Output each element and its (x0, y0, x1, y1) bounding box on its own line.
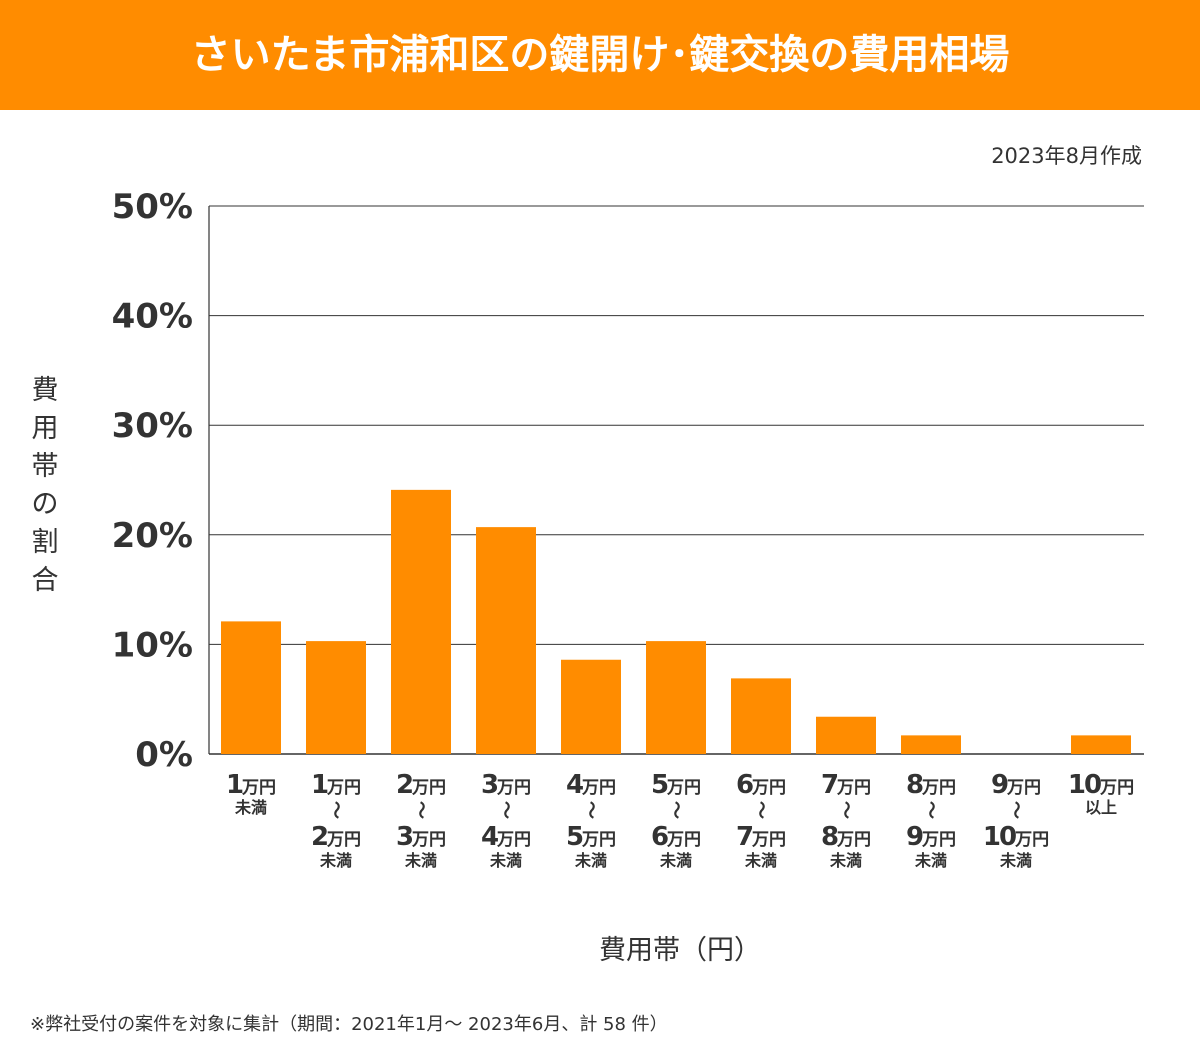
bar (561, 659, 621, 754)
category-suffix: 未満 (234, 798, 267, 817)
category-suffix: 未満 (489, 851, 522, 870)
date-note: 2023年8月作成 (991, 144, 1142, 168)
category-label: 3万円 (481, 770, 531, 800)
bar (816, 716, 876, 754)
y-tick-label: 40% (112, 297, 193, 337)
category-suffix: 未満 (404, 851, 437, 870)
category-label: 6万円 (736, 770, 786, 800)
y-axis-label: 費用帯の割合 (31, 375, 59, 596)
category-label: 2万円 (396, 770, 446, 800)
bar (901, 735, 961, 754)
category-suffix: 未満 (659, 851, 692, 870)
tilde-mark: 〜 (1005, 801, 1026, 819)
tilde-mark: 〜 (495, 801, 516, 819)
category-label: 8万円 (821, 822, 871, 852)
category-suffix: 未満 (744, 851, 777, 870)
category-label: 1万円 (311, 770, 361, 800)
bar (221, 621, 281, 754)
category-label: 10万円 (1068, 770, 1134, 800)
category-label: 7万円 (821, 770, 871, 800)
bar (646, 641, 706, 754)
y-tick-label: 10% (112, 625, 193, 665)
bar (306, 641, 366, 754)
category-label: 2万円 (311, 822, 361, 852)
tilde-mark: 〜 (580, 801, 601, 819)
category-label: 6万円 (651, 822, 701, 852)
tilde-mark: 〜 (920, 801, 941, 819)
bar (1071, 735, 1131, 754)
tilde-mark: 〜 (665, 801, 686, 819)
header-bar: さいたま市浦和区の鍵開け･鍵交換の費用相場 (0, 0, 1200, 110)
footnote: ※弊社受付の案件を対象に集計（期間：2021年1月～ 2023年6月、計 58 … (30, 1014, 668, 1035)
tilde-mark: 〜 (835, 801, 856, 819)
x-axis-label: 費用帯（円） (599, 935, 761, 966)
category-label: 10万円 (983, 822, 1049, 852)
tilde-mark: 〜 (410, 801, 431, 819)
tilde-mark: 〜 (325, 801, 346, 819)
category-suffix: 未満 (914, 851, 947, 870)
tilde-mark: 〜 (750, 801, 771, 819)
category-suffix: 未満 (999, 851, 1032, 870)
bar (476, 527, 536, 754)
category-suffix: 未満 (319, 851, 352, 870)
page-title: さいたま市浦和区の鍵開け･鍵交換の費用相場 (190, 32, 1010, 78)
category-label: 9万円 (991, 770, 1041, 800)
category-suffix: 未満 (574, 851, 607, 870)
category-suffix: 未満 (829, 851, 862, 870)
y-tick-label: 0% (135, 735, 193, 775)
category-label: 8万円 (906, 770, 956, 800)
category-label: 1万円 (226, 770, 276, 800)
category-label: 5万円 (651, 770, 701, 800)
y-tick-label: 30% (112, 406, 193, 446)
bar (731, 678, 791, 754)
category-label: 5万円 (566, 822, 616, 852)
category-label: 9万円 (906, 822, 956, 852)
category-label: 7万円 (736, 822, 786, 852)
category-label: 3万円 (396, 822, 446, 852)
category-label: 4万円 (481, 822, 531, 852)
y-tick-label: 50% (112, 187, 193, 227)
y-tick-label: 20% (112, 516, 193, 556)
category-suffix: 以上 (1085, 798, 1117, 817)
bar (391, 489, 451, 754)
category-label: 4万円 (566, 770, 616, 800)
